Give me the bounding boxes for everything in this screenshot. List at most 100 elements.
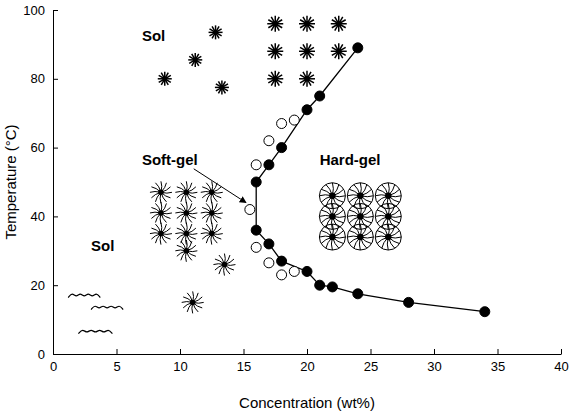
micelle-arm bbox=[186, 251, 192, 261]
micelle-arm bbox=[218, 81, 222, 87]
micelle-arm bbox=[354, 205, 361, 216]
filled-point bbox=[264, 160, 274, 170]
filled-point bbox=[277, 143, 287, 153]
x-tick-label: 35 bbox=[491, 359, 505, 374]
micelle-arm bbox=[151, 192, 161, 198]
micelle-arm bbox=[192, 54, 196, 60]
micelle-arm bbox=[219, 255, 225, 265]
region-label: Soft-gel bbox=[142, 151, 198, 168]
y-tick: 80 bbox=[31, 71, 58, 86]
x-tick: 5 bbox=[113, 349, 120, 374]
micelle-arm bbox=[212, 228, 222, 234]
micelle bbox=[267, 71, 283, 87]
x-tick-label: 20 bbox=[300, 359, 314, 374]
micelle-arm bbox=[161, 207, 171, 213]
open-point bbox=[264, 136, 274, 146]
y-tick-label: 60 bbox=[31, 140, 45, 155]
region-label: Sol bbox=[91, 237, 114, 254]
y-tick: 40 bbox=[31, 209, 58, 224]
y-tick: 60 bbox=[31, 140, 58, 155]
y-tick-label: 100 bbox=[23, 3, 45, 18]
micelle-arm bbox=[349, 216, 360, 223]
micelle-arm bbox=[151, 213, 161, 219]
micelle bbox=[331, 43, 347, 59]
micelle-arm bbox=[155, 203, 161, 213]
x-tick-mark bbox=[498, 349, 499, 354]
micelle bbox=[150, 202, 172, 224]
micelle-arm bbox=[193, 302, 199, 312]
micelle-arm bbox=[377, 216, 388, 223]
y-tick: 20 bbox=[31, 278, 58, 293]
y-axis-title: Temperature (°C) bbox=[2, 124, 19, 239]
micelle-arm bbox=[177, 251, 187, 256]
micelle-arm bbox=[161, 187, 171, 193]
x-tick-label: 25 bbox=[364, 359, 378, 374]
micelle-arm bbox=[155, 183, 161, 193]
micelle-arm bbox=[354, 185, 361, 196]
micelle-arm bbox=[189, 60, 195, 64]
micelle bbox=[299, 71, 315, 87]
micelle-arm bbox=[354, 226, 361, 237]
open-point bbox=[277, 119, 287, 129]
micelle-arm bbox=[388, 189, 399, 196]
micelle-arm bbox=[195, 60, 199, 66]
micelle-arm bbox=[307, 75, 314, 79]
micelle-arm bbox=[186, 192, 192, 202]
micelle bbox=[175, 240, 197, 262]
x-tick-label: 5 bbox=[113, 359, 120, 374]
open-point bbox=[245, 205, 255, 215]
micelle-arm bbox=[224, 259, 234, 265]
micelle-arm bbox=[202, 192, 212, 198]
x-tick: 30 bbox=[427, 349, 441, 374]
micelle-arm bbox=[177, 192, 187, 198]
micelle-arm bbox=[349, 196, 360, 203]
micelle-arm bbox=[321, 216, 332, 223]
micelle-arm bbox=[209, 32, 215, 36]
open-point bbox=[251, 242, 261, 252]
micelle-arm bbox=[307, 20, 314, 24]
micelle bbox=[375, 224, 401, 250]
micelle bbox=[175, 202, 197, 224]
micelle-arm bbox=[216, 87, 222, 91]
y-axis-line bbox=[53, 11, 54, 355]
micelle-arm bbox=[382, 226, 389, 237]
micelle-arm bbox=[206, 183, 212, 193]
filled-point bbox=[353, 43, 363, 53]
micelle-arm bbox=[181, 203, 187, 213]
micelle-arm bbox=[161, 192, 167, 202]
micelle-arm bbox=[216, 32, 220, 38]
micelle-arm bbox=[321, 237, 332, 244]
micelle-arm bbox=[382, 205, 389, 216]
micelle bbox=[267, 16, 283, 32]
micelle-arm bbox=[275, 75, 282, 79]
micelle-arm bbox=[360, 237, 367, 248]
micelle-arm bbox=[181, 224, 187, 234]
micelle-arm bbox=[206, 203, 212, 213]
filled-point bbox=[251, 177, 261, 187]
micelle-arm bbox=[161, 234, 167, 244]
micelle-arm bbox=[321, 196, 332, 203]
y-tick-mark bbox=[53, 10, 58, 11]
micelle-arm bbox=[212, 234, 218, 244]
micelle-arm bbox=[326, 205, 333, 216]
filled-point bbox=[327, 282, 337, 292]
micelle-arm bbox=[360, 231, 371, 238]
micelle-arm bbox=[339, 47, 346, 51]
micelle-arm bbox=[388, 231, 399, 238]
micelle-arm bbox=[377, 237, 388, 244]
x-tick: 10 bbox=[173, 349, 187, 374]
micelle bbox=[299, 16, 315, 32]
micelle-arm bbox=[183, 302, 193, 308]
micelle-ring bbox=[375, 224, 401, 250]
x-tick-mark bbox=[371, 349, 372, 354]
micelle-arm bbox=[186, 187, 196, 193]
x-tick-mark bbox=[561, 349, 562, 354]
micelle-arm bbox=[332, 189, 343, 196]
y-tick-mark bbox=[53, 285, 58, 286]
micelle-arm bbox=[181, 241, 187, 251]
micelle-cartoons bbox=[68, 16, 401, 334]
micelle bbox=[347, 224, 373, 250]
micelle-arm bbox=[212, 213, 218, 223]
x-tick: 40 bbox=[554, 349, 568, 374]
annotations: SolSoft-gelHard-gelSol bbox=[91, 27, 380, 254]
